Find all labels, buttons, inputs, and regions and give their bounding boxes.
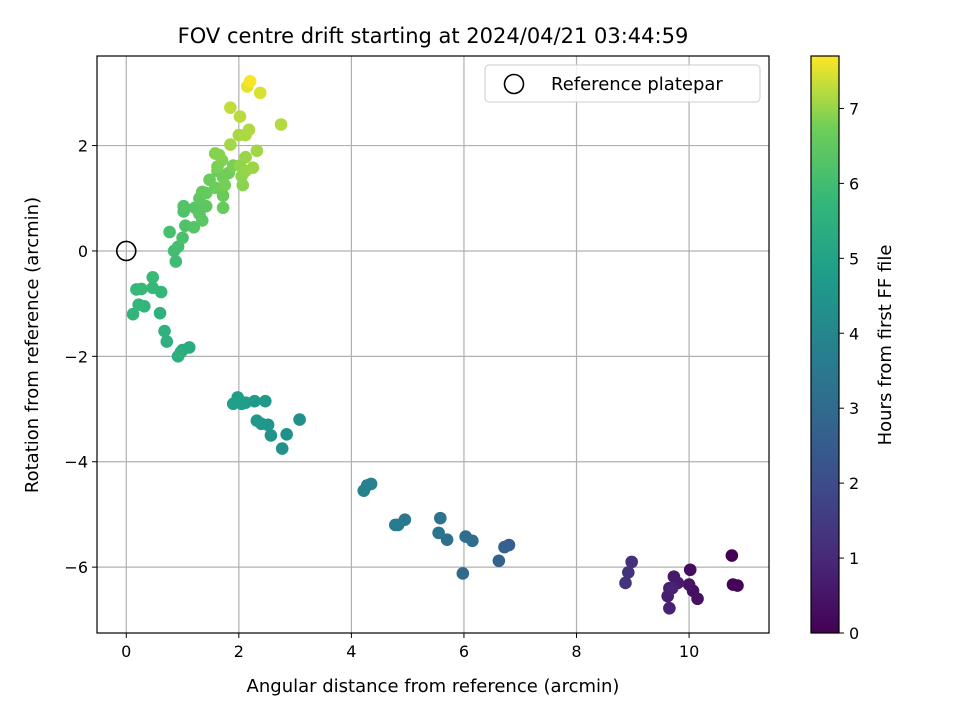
data-point: [239, 150, 252, 164]
data-point: [682, 578, 696, 591]
data-point: [212, 148, 226, 162]
data-point: [187, 220, 201, 234]
data-point: [619, 576, 632, 590]
data-point: [146, 281, 160, 295]
x-tick-label: 4: [346, 642, 356, 661]
data-point: [242, 123, 256, 137]
data-point: [264, 429, 278, 442]
data-point: [432, 526, 445, 540]
legend-reference-marker: [503, 73, 525, 95]
legend: Reference platepar: [484, 64, 761, 103]
colorbar-tick-label: 5: [849, 249, 859, 268]
data-point: [663, 601, 676, 615]
colorbar-tick-label: 3: [849, 399, 859, 418]
data-point: [459, 530, 472, 543]
data-point: [132, 298, 145, 312]
plot-frame: [96, 55, 770, 634]
data-point: [195, 214, 209, 227]
chart-title: FOV centre drift starting at 2024/04/21 …: [178, 24, 689, 48]
y-tick-label: −4: [64, 453, 88, 472]
data-point: [146, 271, 160, 284]
y-tick-label: −2: [64, 347, 88, 366]
colorbar-tick-label: 4: [849, 324, 859, 343]
data-point: [293, 413, 306, 426]
scatter-points: [126, 74, 744, 615]
data-point: [440, 533, 454, 547]
data-point: [498, 540, 511, 554]
data-point: [388, 518, 402, 532]
y-tick-label: 2: [78, 137, 88, 156]
x-axis: 0 2 4 6 8 10: [121, 633, 699, 661]
legend-entry-reference: Reference platepar: [551, 74, 723, 95]
data-point: [725, 549, 739, 562]
x-tick-label: 10: [679, 642, 699, 661]
data-point: [731, 579, 744, 592]
x-tick-label: 8: [571, 642, 581, 661]
data-point: [621, 566, 635, 579]
y-tick-label: −6: [64, 558, 88, 577]
data-point: [665, 581, 679, 595]
x-axis-label: Angular distance from reference (arcmin): [247, 676, 620, 697]
data-point: [280, 428, 293, 441]
colorbar-tick-label: 6: [849, 174, 859, 193]
data-point: [243, 74, 257, 88]
data-point: [153, 306, 167, 320]
data-point: [233, 110, 247, 123]
data-point: [163, 225, 176, 239]
data-point: [275, 442, 289, 455]
data-point: [176, 231, 189, 245]
colorbar-ticks: 0 1 2 3 4 5 6 7: [839, 99, 859, 643]
data-point: [218, 178, 232, 192]
data-point: [434, 511, 447, 525]
data-point: [126, 307, 140, 321]
data-point: [250, 414, 264, 427]
colorbar: [810, 55, 840, 634]
colorbar-label: Hours from first FF file: [875, 245, 896, 446]
data-point: [625, 555, 638, 569]
y-tick-label: 0: [78, 242, 88, 261]
y-axis: −6 −4 −2 0 2: [64, 137, 97, 577]
data-point: [253, 86, 267, 100]
data-point: [226, 397, 240, 411]
data-point: [258, 394, 272, 408]
data-point: [691, 592, 704, 606]
data-point: [135, 282, 148, 296]
colorbar-tick-label: 1: [849, 549, 859, 568]
data-point: [160, 335, 174, 348]
colorbar-tick-label: 0: [849, 624, 859, 643]
reference-platepar-marker: [115, 240, 137, 262]
data-point: [246, 161, 260, 175]
colorbar-tick-label: 2: [849, 474, 859, 493]
data-point: [224, 138, 237, 151]
data-point: [357, 484, 371, 498]
x-tick-label: 2: [234, 642, 244, 661]
colorbar-tick-label: 7: [849, 99, 859, 118]
data-point: [274, 118, 288, 131]
data-point: [224, 101, 237, 114]
data-point: [683, 563, 697, 577]
data-point: [171, 350, 185, 363]
grid: [97, 56, 769, 633]
data-point: [250, 144, 264, 158]
data-point: [216, 189, 230, 202]
data-point: [177, 199, 190, 213]
data-point: [208, 181, 222, 195]
x-tick-label: 0: [121, 642, 131, 661]
data-point: [492, 554, 506, 568]
x-tick-label: 6: [459, 642, 469, 661]
data-point: [169, 255, 183, 268]
y-axis-label: Rotation from reference (arcmin): [22, 197, 43, 493]
legend-box: [484, 64, 761, 103]
data-point: [456, 567, 470, 580]
data-point: [216, 201, 230, 215]
data-point: [158, 324, 171, 338]
